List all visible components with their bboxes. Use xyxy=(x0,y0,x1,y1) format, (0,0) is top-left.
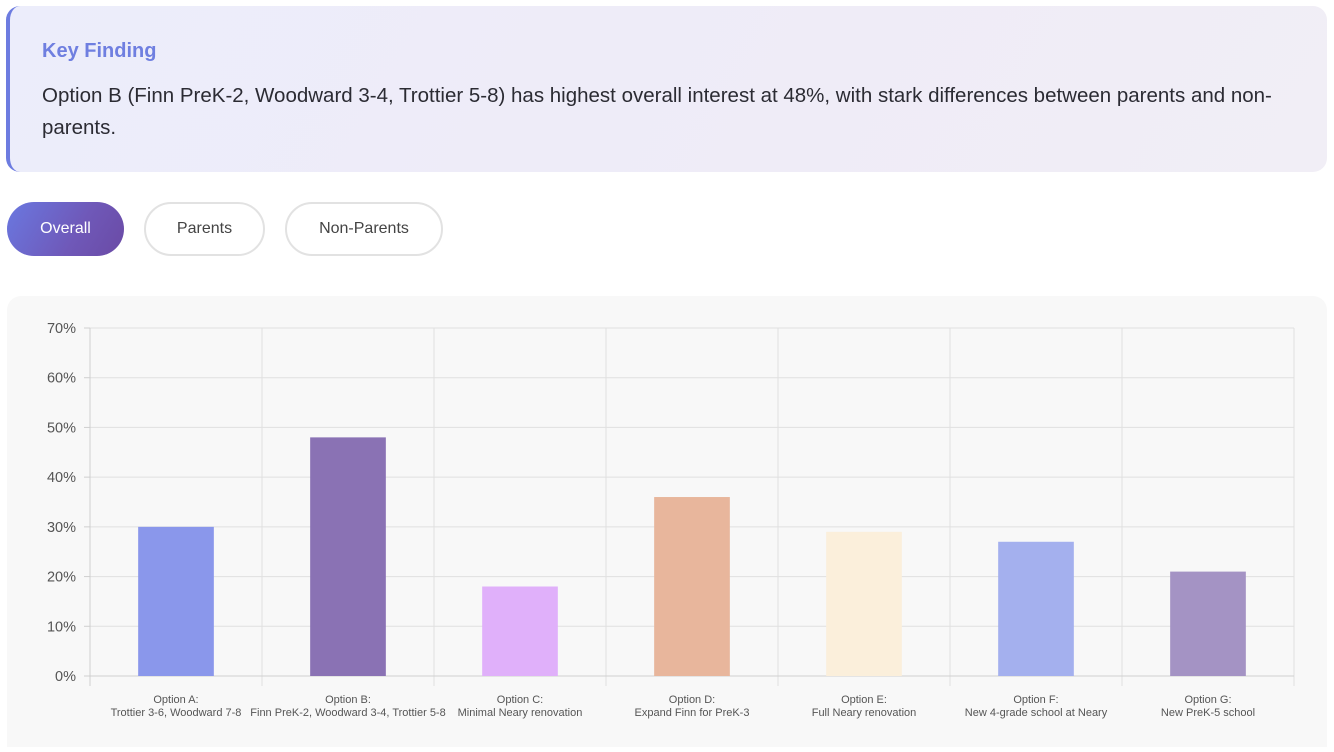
y-tick-label: 40% xyxy=(47,470,76,486)
x-tick-label: Option A: xyxy=(153,694,198,706)
y-tick-label: 70% xyxy=(47,321,76,337)
chart-panel: 0% 10% 20% 30% 40% 50% 60% 70% Option A: Trottier… xyxy=(7,296,1327,747)
x-tick-label: New PreK-5 school xyxy=(1161,707,1255,719)
x-tick-label: Option E: xyxy=(841,694,887,706)
x-tick-label: Option F: xyxy=(1013,694,1058,706)
key-finding-title: Key Finding xyxy=(42,40,157,62)
x-tick-label: Expand Finn for PreK-3 xyxy=(635,707,750,719)
bar-option-a[interactable] xyxy=(138,526,214,676)
y-tick-label: 10% xyxy=(47,619,76,635)
bar-option-g[interactable] xyxy=(1170,571,1246,676)
y-tick-label: 50% xyxy=(47,420,76,436)
x-tick-label: New 4-grade school at Neary xyxy=(965,707,1108,719)
key-finding-text: Option B (Finn PreK-2, Woodward 3-4, Tro… xyxy=(42,84,1272,139)
y-tick-label: 20% xyxy=(47,570,76,586)
x-tick-label: Trottier 3-6, Woodward 7-8 xyxy=(111,707,242,719)
y-tick-label: 60% xyxy=(47,371,76,387)
x-tick-label: Option B: xyxy=(325,694,371,706)
bar-option-f[interactable] xyxy=(998,541,1074,676)
x-tick-label: Option D: xyxy=(669,694,715,706)
bar-option-b[interactable] xyxy=(310,437,386,676)
y-tick-label: 0% xyxy=(55,669,76,685)
x-tick-label: Finn PreK-2, Woodward 3-4, Trottier 5-8 xyxy=(250,707,445,719)
tab-overall[interactable]: Overall xyxy=(7,202,124,256)
tab-non-parents[interactable]: Non-Parents xyxy=(285,202,443,256)
x-tick-label: Option C: xyxy=(497,694,543,706)
key-finding-callout: Key Finding Option B (Finn PreK-2, Woodw… xyxy=(6,6,1327,172)
bar-chart: 0% 10% 20% 30% 40% 50% 60% 70% Option A:Trottier… xyxy=(47,321,1295,719)
y-tick-label: 30% xyxy=(47,520,76,536)
tab-parents[interactable]: Parents xyxy=(144,202,265,256)
x-tick-label: Minimal Neary renovation xyxy=(458,707,583,719)
x-tick-label: Option G: xyxy=(1184,694,1231,706)
bar-option-e[interactable] xyxy=(826,531,902,676)
bar-option-c[interactable] xyxy=(482,586,558,676)
x-tick-label: Full Neary renovation xyxy=(812,707,917,719)
bar-option-d[interactable] xyxy=(654,497,730,676)
